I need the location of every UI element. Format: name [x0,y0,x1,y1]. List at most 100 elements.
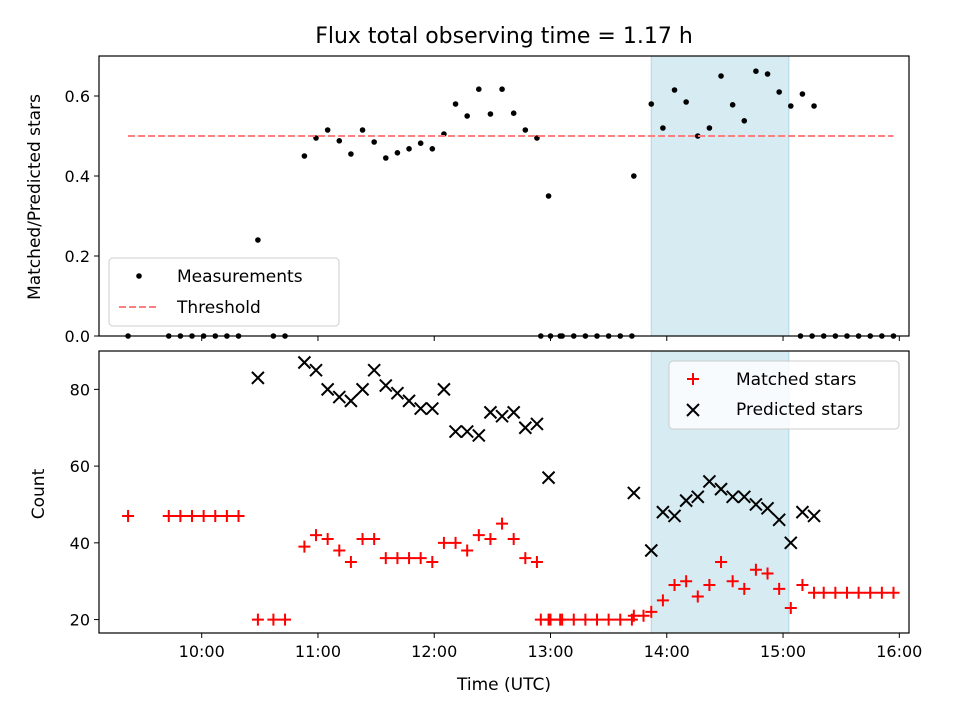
measurement-point [741,118,748,124]
predicted-point [807,509,821,523]
predicted-point [437,382,451,397]
matched-point [496,517,509,530]
matched-point [864,586,877,599]
matched-point [403,552,416,565]
measurement-point [348,151,354,157]
x-tick-label: 10:00 [179,642,225,661]
measurement-point [301,153,308,159]
measurement-point [631,173,637,179]
measurement-point [764,71,771,77]
matched-point [715,556,728,569]
predicted-point [344,394,358,408]
matched-point [344,556,357,569]
matched-point [333,544,346,557]
matched-point [162,509,175,522]
y-tick-label: 60 [70,457,90,476]
measurement-point [718,73,724,79]
matched-point [368,533,381,545]
measurement-point [706,125,713,131]
matched-point [391,552,404,565]
matched-point [449,536,462,549]
measurement-point [648,101,655,107]
matched-point [784,602,797,615]
measurement-point [499,86,505,92]
predicted-point [518,421,533,435]
x-tick-label: 12:00 [411,642,457,661]
predicted-point [367,363,381,377]
bottom-panel: Count Time (UTC) 20 40 60 80 10:00 11:00 12:00… [29,350,922,695]
matched-point [321,533,334,545]
matched-point [761,567,774,580]
measurement-point [476,86,482,92]
measurement-point [382,155,389,161]
predicted-point [495,409,509,423]
top-axes: 0.0 0.2 0.4 0.6 [65,87,900,346]
x-tick-label: 15:00 [760,642,806,661]
predicted-point [332,390,346,404]
bottom-y-axis-label: Count [29,468,49,519]
predicted-point [530,417,544,431]
measurement-point [417,140,424,146]
measurement-point [452,101,459,107]
matched-point [186,509,199,522]
measurement-point [671,87,678,93]
matched-point [484,533,497,545]
matched-point [174,509,187,522]
bottom-legend[interactable]: Matched stars Predicted stars [668,360,900,430]
predicted-point [390,386,405,400]
matched-point [472,529,485,542]
measurement-point [545,193,552,199]
legend-predicted-marker [686,403,700,417]
y-tick-label: 20 [70,611,90,630]
matched-point [310,529,323,542]
top-legend[interactable]: Measurements Threshold [108,257,340,327]
x-tick-label: 14:00 [644,642,690,661]
measurement-point [371,139,377,145]
matched-point [197,509,210,522]
measurement-point [406,146,412,152]
predicted-point [795,505,810,519]
matched-point [461,544,474,557]
legend-measurements-label: Measurements [177,267,303,287]
x-tick-label: 16:00 [876,642,922,661]
predicted-point [413,401,428,416]
top-shaded-region [650,55,790,337]
chart-title: Flux total observing time = 1.17 h [315,24,693,49]
matched-point [817,586,830,599]
matched-point [602,613,615,626]
top-y-axis-label: Matched/Predicted stars [25,94,45,300]
y-tick-label: 0.6 [65,87,90,106]
matched-point [645,605,658,618]
predicted-point [541,470,556,485]
measurement-point [394,150,401,156]
y-tick-label: 0.0 [65,327,90,346]
predicted-point [772,513,786,527]
legend-matched-label: Matched stars [736,370,856,390]
matched-point [773,582,786,595]
predicted-point [355,382,370,397]
measurement-point [429,146,436,152]
predicted-point [448,424,463,439]
measurement-point [729,102,736,108]
matched-point [680,575,693,588]
measurement-point [660,125,666,131]
predicted-point [251,371,265,385]
matched-point [426,556,439,569]
measurement-point [487,111,494,117]
matched-point [852,586,865,599]
bottom-marks [122,355,900,626]
measurement-point [464,113,470,119]
matched-point [556,613,569,626]
matched-point [656,594,669,607]
matched-point [726,575,739,588]
matched-point [875,586,888,599]
x-axis-label: Time (UTC) [456,675,551,695]
matched-point [703,579,716,592]
matched-point [887,586,900,599]
matched-point [298,540,311,553]
measurement-point [336,138,343,144]
matched-point [437,536,450,549]
predicted-point [483,405,498,420]
matched-point [267,613,280,626]
